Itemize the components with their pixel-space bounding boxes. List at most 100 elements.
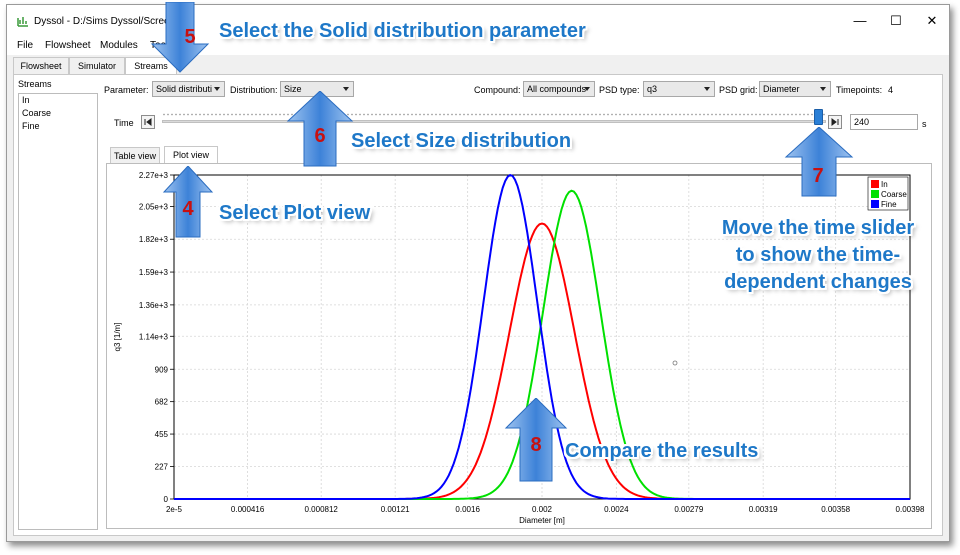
psd-grid-value: Diameter: [763, 84, 800, 94]
menu-flowsheet[interactable]: Flowsheet: [45, 40, 91, 51]
tab-simulator[interactable]: Simulator: [69, 57, 125, 74]
x-tick-label: 0.002: [532, 505, 553, 514]
legend-label-fine: Fine: [881, 200, 897, 209]
menu-file[interactable]: File: [17, 40, 34, 51]
psd-type-label: PSD type:: [599, 85, 640, 95]
y-tick-label: 1.82e+3: [139, 235, 169, 244]
step-5-number: 5: [184, 26, 196, 48]
legend-label-coarse: Coarse: [881, 190, 907, 199]
step-7-number: 7: [812, 165, 824, 187]
time-label: Time: [114, 118, 134, 128]
chevron-down-icon: [584, 87, 590, 91]
y-tick-label: 1.59e+3: [139, 268, 169, 277]
y-axis-label: q3 [1/m]: [113, 323, 122, 352]
stream-item-in[interactable]: In: [22, 95, 30, 105]
psd-type-value: q3: [647, 84, 658, 94]
y-tick-label: 1.14e+3: [139, 332, 169, 341]
compound-select[interactable]: All compounds: [523, 81, 595, 97]
minimize-button[interactable]: —: [853, 13, 867, 28]
dyssol-app-icon: [17, 15, 29, 29]
y-tick-label: 1.36e+3: [139, 301, 169, 310]
legend-label-in: In: [881, 180, 888, 189]
skip-forward-icon: [831, 118, 839, 126]
arrow-up-4-icon: [162, 166, 214, 238]
y-tick-label: 455: [155, 430, 169, 439]
step-8-text: Compare the results: [565, 440, 759, 462]
close-button[interactable]: ✕: [926, 13, 938, 28]
stream-item-fine[interactable]: Fine: [22, 121, 40, 131]
legend-swatch-in: [871, 180, 879, 188]
y-tick-label: 2.05e+3: [139, 202, 169, 211]
x-tick-label: 2e-5: [166, 505, 183, 514]
x-tick-label: 0.0016: [455, 505, 480, 514]
time-unit: s: [922, 119, 927, 129]
step-8-number: 8: [530, 434, 542, 456]
psd-type-select[interactable]: q3: [643, 81, 715, 97]
slider-ticks: [162, 113, 826, 116]
arrow-up-7-icon: [784, 127, 854, 197]
timepoints-value: 4: [888, 85, 894, 95]
window-title: Dyssol - D:/Sims Dyssol/Screen.d: [34, 16, 184, 27]
series-line-fine: [174, 173, 910, 500]
compound-value: All compounds: [527, 84, 587, 94]
step-7-text: Move the time slider to show the time- d…: [698, 215, 938, 296]
stream-item-coarse[interactable]: Coarse: [22, 108, 52, 118]
plot-axes-box: [173, 174, 911, 500]
legend-swatch-coarse: [871, 190, 879, 198]
x-tick-label: 0.00319: [749, 505, 778, 514]
x-axis-label: Diameter [m]: [519, 516, 565, 525]
psd-grid-label: PSD grid:: [719, 85, 758, 95]
x-tick-label: 0.000416: [231, 505, 265, 514]
step-7-line-3: dependent changes: [724, 271, 912, 293]
time-slider-track[interactable]: [162, 120, 826, 123]
parameter-select[interactable]: Solid distributi: [152, 81, 225, 97]
x-tick-label: 0.00279: [674, 505, 703, 514]
x-tick-label: 0.00121: [381, 505, 410, 514]
legend-swatch-fine: [871, 200, 879, 208]
tab-plot-view[interactable]: Plot view: [164, 146, 218, 164]
y-tick-label: 682: [155, 398, 169, 407]
chevron-down-icon: [704, 87, 710, 91]
step-7-line-1: Move the time slider: [721, 217, 915, 239]
step-6-number: 6: [314, 125, 326, 147]
tab-flowsheet[interactable]: Flowsheet: [13, 57, 69, 74]
plot-area: [106, 163, 932, 529]
psd-line-chart: 2e-5 0.000416 0.000812 0.00121 0.0016 0.002 0.…: [113, 171, 925, 525]
distribution-value: Size: [284, 84, 302, 94]
time-value-input[interactable]: 240: [850, 114, 918, 130]
x-tick-label: 0.0024: [604, 505, 629, 514]
step-7-line-2: to show the time-: [735, 244, 901, 266]
step-4-number: 4: [182, 198, 194, 220]
y-tick-label: 227: [155, 463, 169, 472]
time-last-button[interactable]: [828, 115, 842, 129]
parameter-value: Solid distributi: [156, 84, 213, 94]
parameter-label: Parameter:: [104, 85, 149, 95]
psd-grid-select[interactable]: Diameter: [759, 81, 831, 97]
chevron-down-icon: [343, 87, 349, 91]
x-tick-label: 0.00398: [896, 505, 925, 514]
step-6-text: Select Size distribution: [351, 130, 572, 152]
chevron-down-icon: [214, 87, 220, 91]
arrow-up-6-icon: [286, 91, 354, 167]
time-first-button[interactable]: [141, 115, 155, 129]
streams-header: Streams: [18, 79, 52, 89]
cursor-marker: [672, 360, 678, 366]
y-tick-label: 0: [164, 495, 169, 504]
x-tick-label: 0.000812: [305, 505, 339, 514]
menu-modules[interactable]: Modules: [100, 40, 138, 51]
y-tick-label: 2.27e+3: [139, 171, 169, 180]
arrow-down-5-icon: [150, 2, 210, 73]
chevron-down-icon: [820, 87, 826, 91]
distribution-label: Distribution:: [230, 85, 278, 95]
maximize-button[interactable]: ☐: [890, 13, 902, 28]
tab-table-view[interactable]: Table view: [110, 147, 160, 164]
x-tick-label: 0.00358: [821, 505, 850, 514]
step-4-text: Select Plot view: [219, 202, 371, 224]
time-slider-handle[interactable]: [814, 109, 823, 125]
title-bar: Dyssol - D:/Sims Dyssol/Screen.d — ☐ ✕: [7, 5, 949, 35]
skip-back-icon: [144, 118, 152, 126]
compound-label: Compound:: [474, 85, 521, 95]
streams-list[interactable]: In Coarse Fine: [18, 93, 98, 530]
arrow-up-8-icon: [504, 398, 568, 482]
step-5-text: Select the Solid distribution parameter: [219, 20, 586, 42]
